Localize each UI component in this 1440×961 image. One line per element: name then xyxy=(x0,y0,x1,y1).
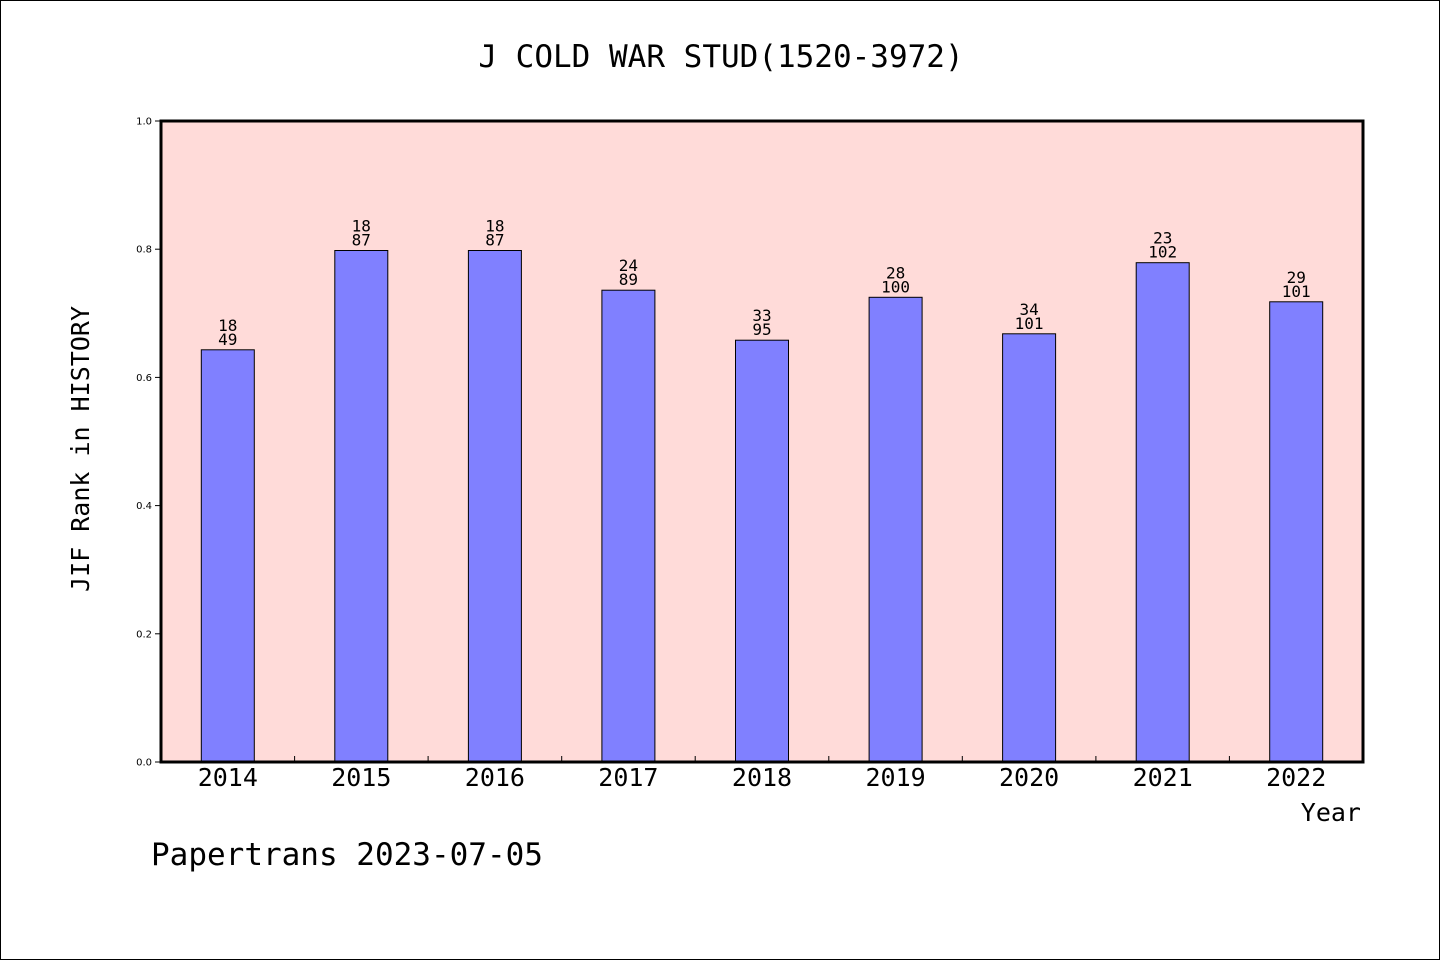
y-tick-label-0.8: 0.8 xyxy=(136,245,152,256)
bar-total-label-2018: 95 xyxy=(752,320,771,339)
bar-rank-label-2021: 23 xyxy=(1153,229,1172,248)
x-tick-label-2015: 2015 xyxy=(331,763,391,792)
plot-area: 1849201418872015188720162489201733952018… xyxy=(136,117,1365,792)
y-tick-label-1.0: 1.0 xyxy=(136,117,152,128)
bar-2018 xyxy=(735,339,789,763)
x-tick-label-2014: 2014 xyxy=(198,763,258,792)
y-tick-label-0.2: 0.2 xyxy=(136,629,152,640)
bar-2022 xyxy=(1269,301,1324,763)
bar-2017 xyxy=(601,289,656,763)
y-tick-label-0.6: 0.6 xyxy=(136,373,152,384)
plot-border xyxy=(159,119,1365,764)
bar-2016 xyxy=(467,250,522,763)
x-axis-label: Year xyxy=(1301,798,1361,827)
x-tick-label-2021: 2021 xyxy=(1133,763,1193,792)
bar-total-label-2014: 49 xyxy=(218,330,237,349)
bar-2014 xyxy=(200,349,255,763)
x-tick-label-2019: 2019 xyxy=(865,763,925,792)
bar-rank-label-2017: 24 xyxy=(619,256,638,275)
bar-rank-label-2015: 18 xyxy=(352,217,371,236)
bar-2019 xyxy=(868,296,923,763)
bar-total-label-2017: 89 xyxy=(619,270,638,289)
bar-total-label-2020: 101 xyxy=(1015,314,1044,333)
y-axis-label: JIF Rank in HISTORY xyxy=(66,306,95,592)
bar-total-label-2015: 87 xyxy=(352,231,371,250)
bar-total-label-2016: 87 xyxy=(485,231,504,250)
y-tick-label-0.4: 0.4 xyxy=(136,501,152,512)
bar-rank-label-2022: 29 xyxy=(1287,268,1306,287)
bar-rank-label-2016: 18 xyxy=(485,217,504,236)
bar-2021 xyxy=(1135,262,1190,763)
bar-total-label-2021: 102 xyxy=(1148,243,1177,262)
x-tick-label-2016: 2016 xyxy=(465,763,525,792)
x-tick-label-2020: 2020 xyxy=(999,763,1059,792)
x-tick-label-2018: 2018 xyxy=(732,763,792,792)
bar-2020 xyxy=(1002,333,1057,763)
y-tick-label-0.0: 0.0 xyxy=(136,758,152,769)
bar-rank-label-2018: 33 xyxy=(752,306,771,325)
bar-2015 xyxy=(334,250,389,763)
bar-total-label-2019: 100 xyxy=(881,277,910,296)
x-tick-label-2017: 2017 xyxy=(598,763,658,792)
bar-rank-label-2020: 34 xyxy=(1019,300,1038,319)
bar-rank-label-2014: 18 xyxy=(218,316,237,335)
bar-rank-label-2019: 28 xyxy=(886,263,905,282)
footer-credit: Papertrans 2023-07-05 xyxy=(151,837,543,873)
x-tick-label-2022: 2022 xyxy=(1266,763,1326,792)
bar-total-label-2022: 101 xyxy=(1282,282,1311,301)
chart-title: J COLD WAR STUD(1520-3972) xyxy=(478,39,963,75)
